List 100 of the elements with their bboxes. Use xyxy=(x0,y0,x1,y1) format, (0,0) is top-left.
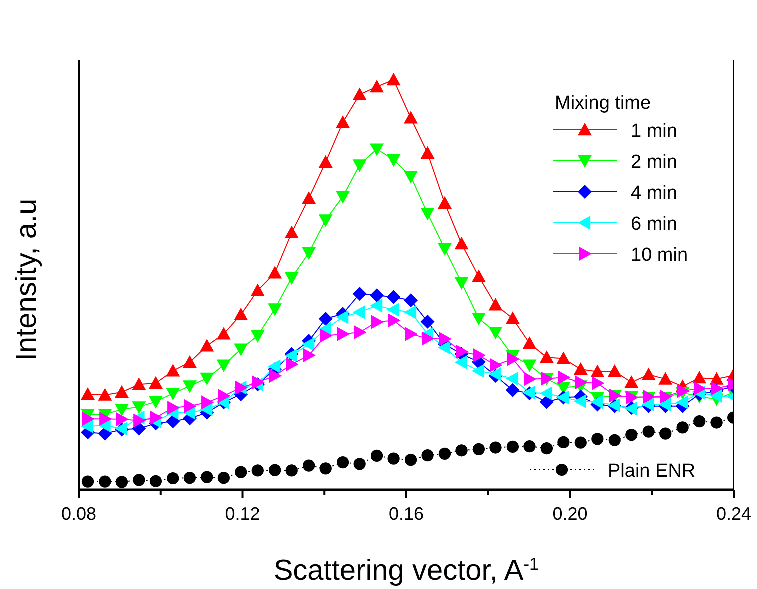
point xyxy=(404,454,418,466)
point xyxy=(540,386,553,401)
point xyxy=(386,73,401,86)
point xyxy=(506,312,520,324)
point xyxy=(488,326,503,340)
point xyxy=(302,191,316,204)
point xyxy=(116,476,128,488)
legend-label: 1 min xyxy=(631,121,678,142)
point xyxy=(676,422,689,434)
point xyxy=(184,472,196,484)
point xyxy=(642,368,656,380)
point xyxy=(184,399,197,414)
point xyxy=(422,450,434,462)
point xyxy=(269,369,282,384)
point xyxy=(454,237,469,250)
point xyxy=(660,390,673,404)
point xyxy=(420,314,435,329)
legend-label: 4 min xyxy=(631,183,678,204)
point xyxy=(114,385,129,398)
point xyxy=(303,348,316,363)
point xyxy=(676,396,688,410)
point xyxy=(388,314,401,328)
point xyxy=(216,327,231,340)
point xyxy=(405,327,418,342)
point xyxy=(472,313,486,326)
point xyxy=(318,155,333,168)
point xyxy=(558,436,570,448)
point xyxy=(286,464,298,477)
point xyxy=(200,372,214,386)
point xyxy=(439,332,452,346)
point xyxy=(540,395,554,410)
point xyxy=(438,196,452,210)
point xyxy=(524,372,537,386)
point xyxy=(472,443,486,456)
point xyxy=(99,476,112,488)
point xyxy=(182,355,197,368)
point xyxy=(303,460,316,472)
point xyxy=(148,376,163,389)
point xyxy=(166,388,180,401)
point xyxy=(608,434,621,446)
point xyxy=(218,389,231,404)
point xyxy=(354,458,366,470)
point xyxy=(82,476,94,488)
x-tick-label: 0.12 xyxy=(225,504,260,524)
point xyxy=(100,412,112,426)
point xyxy=(82,412,96,426)
point xyxy=(234,308,248,321)
point xyxy=(284,226,299,239)
point xyxy=(336,310,349,324)
point xyxy=(81,419,94,434)
point xyxy=(624,376,639,388)
point xyxy=(454,277,469,290)
point xyxy=(540,442,553,455)
point xyxy=(336,456,350,469)
point xyxy=(286,358,299,372)
point xyxy=(318,312,333,326)
point xyxy=(574,362,588,376)
point xyxy=(522,360,537,372)
point xyxy=(420,146,435,159)
point xyxy=(404,111,418,124)
legend-label: 6 min xyxy=(631,214,678,235)
legend-label: Plain ENR xyxy=(608,461,696,482)
x-tick-label: 0.20 xyxy=(552,504,588,524)
point xyxy=(116,412,129,426)
point xyxy=(608,364,622,378)
point xyxy=(506,383,520,398)
point xyxy=(352,305,366,320)
point xyxy=(404,171,418,184)
point xyxy=(268,360,281,374)
point xyxy=(268,304,282,316)
point xyxy=(250,284,265,296)
point xyxy=(592,376,605,390)
point xyxy=(336,191,350,204)
point xyxy=(235,466,248,478)
point xyxy=(488,298,503,311)
point xyxy=(540,350,554,364)
point xyxy=(216,360,231,372)
point xyxy=(320,328,333,343)
point xyxy=(167,472,180,485)
point xyxy=(182,380,197,394)
point xyxy=(370,288,384,303)
point xyxy=(302,337,315,352)
point xyxy=(506,372,519,386)
legend-label: 10 min xyxy=(631,245,688,266)
point xyxy=(420,208,435,221)
point xyxy=(302,247,316,260)
point xyxy=(456,444,468,457)
point xyxy=(660,428,672,440)
point xyxy=(370,80,384,93)
point xyxy=(352,287,367,302)
point xyxy=(642,426,655,438)
point xyxy=(711,382,724,396)
point xyxy=(472,270,486,282)
point xyxy=(677,384,690,398)
point xyxy=(352,88,367,100)
point xyxy=(490,442,502,454)
point xyxy=(694,382,707,396)
point xyxy=(438,448,452,460)
point xyxy=(422,332,435,346)
point xyxy=(320,462,332,475)
